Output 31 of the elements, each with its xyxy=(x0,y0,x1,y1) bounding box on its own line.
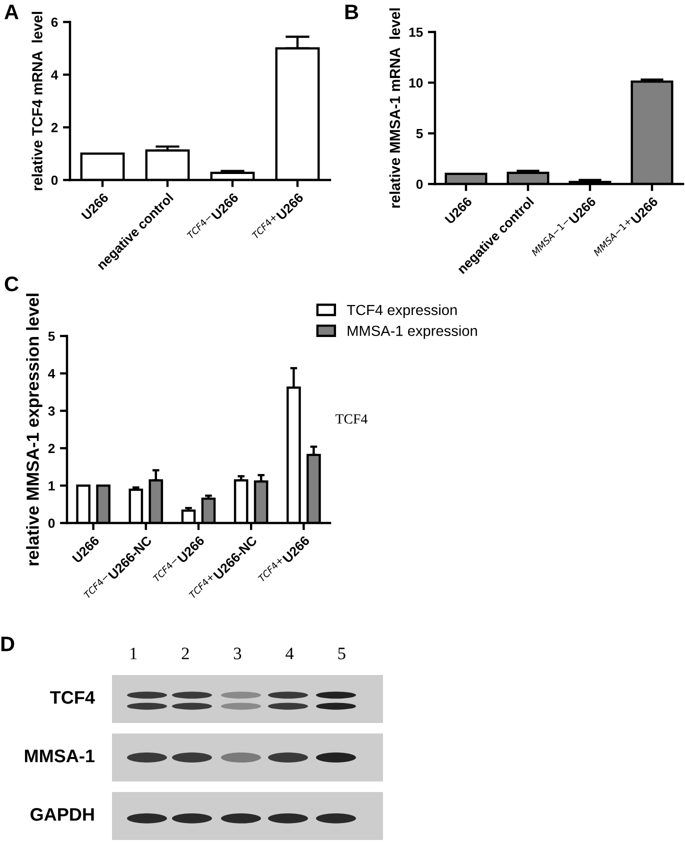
text: TCF4 xyxy=(336,414,368,424)
chart-title: C xyxy=(4,276,18,292)
chart-title: A xyxy=(4,4,18,20)
x-tick-label: $^{TCF4+}$U266 xyxy=(258,533,310,586)
y-tick-label: 0 xyxy=(416,180,423,189)
legend-label: TCF4 expression xyxy=(346,304,457,318)
text: 1 2 3 4 5 xyxy=(130,648,346,660)
y-tick-label: 15 xyxy=(409,28,423,37)
y-tick-label: 2 xyxy=(48,444,55,453)
legend-label: MMSA-1 expression xyxy=(348,325,477,339)
y-axis-title: relative MMSA-1 expression level xyxy=(26,294,42,566)
text: D xyxy=(1,636,14,652)
y-tick-label: 5 xyxy=(416,129,423,138)
y-tick-label: 6 xyxy=(51,18,58,27)
y-tick-label: 5 xyxy=(48,332,55,341)
category-label: MMSA-1 xyxy=(24,750,94,762)
y-tick-label: 1 xyxy=(48,481,55,490)
y-tick-label: 0 xyxy=(51,176,58,185)
category-label: GAPDH xyxy=(30,808,94,821)
y-tick-label: 2 xyxy=(51,122,58,132)
x-tick-label: $^{TCF4+}$U266 xyxy=(252,190,304,243)
y-tick-label: 10 xyxy=(409,78,423,88)
category-label: TCF4 xyxy=(50,691,95,704)
chart-title: B xyxy=(345,4,358,20)
y-tick-label: 0 xyxy=(48,518,55,528)
y-axis-title: relative TCF4 mRNA level xyxy=(32,12,42,190)
x-tick-label: $^{TCF4−}$U266 xyxy=(186,190,239,243)
y-tick-label: 3 xyxy=(48,406,55,416)
y-tick-label: 4 xyxy=(48,369,56,378)
y-tick-label: 4 xyxy=(51,70,58,80)
y-axis-title: relative MMSA-1 mRNA level xyxy=(389,8,400,208)
